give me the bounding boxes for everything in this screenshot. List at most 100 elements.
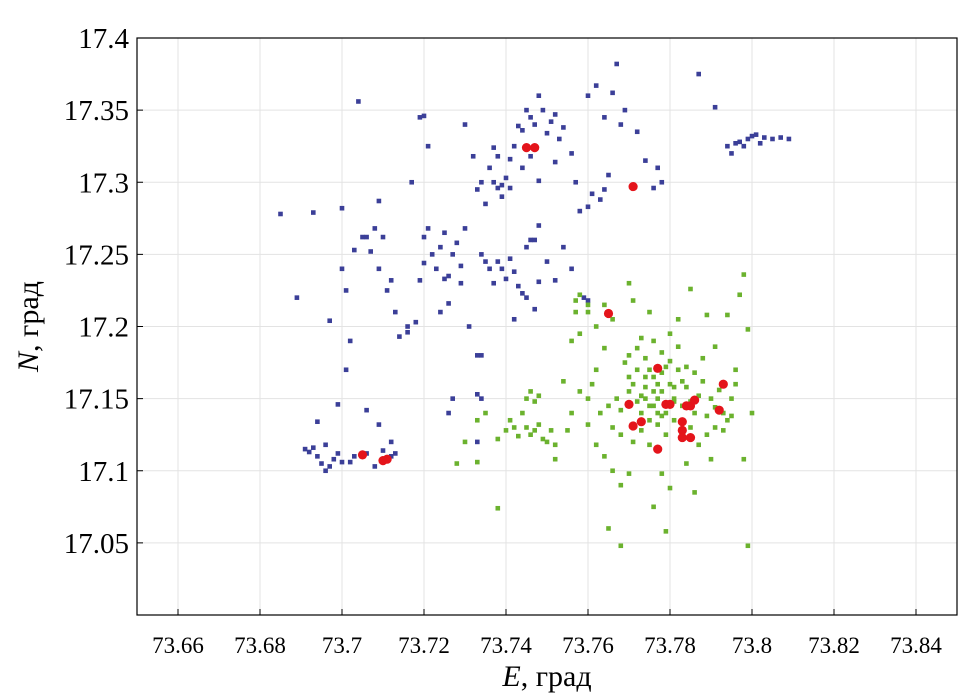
data-point: [364, 407, 369, 413]
data-point: [479, 353, 484, 358]
data-point: [585, 93, 591, 98]
data-point: [524, 295, 529, 300]
data-point: [499, 182, 505, 188]
data-point: [347, 338, 353, 344]
x-axis-label: E, град: [501, 660, 591, 693]
data-point: [503, 276, 509, 282]
data-point: [593, 442, 599, 448]
data-point: [507, 417, 513, 423]
data-point: [417, 115, 423, 120]
data-point: [618, 543, 624, 549]
data-point: [516, 433, 521, 439]
data-point: [692, 410, 697, 416]
data-point: [376, 266, 382, 272]
data-point: [614, 61, 619, 67]
x-tick-label: 73.84: [890, 633, 942, 658]
data-point: [628, 181, 638, 192]
data-point: [536, 393, 542, 399]
data-point: [677, 425, 687, 435]
data-point: [630, 439, 636, 445]
data-point: [741, 456, 747, 462]
data-point: [630, 381, 636, 387]
data-point: [483, 259, 488, 264]
data-point: [721, 428, 726, 433]
data-point: [573, 309, 578, 315]
data-point: [593, 324, 599, 329]
data-point: [647, 367, 652, 373]
data-point: [557, 136, 562, 142]
data-point: [520, 410, 525, 416]
data-point: [319, 461, 324, 466]
data-point: [634, 345, 640, 351]
data-point: [438, 244, 443, 250]
data-point: [634, 367, 640, 373]
data-point: [417, 278, 423, 283]
data-point: [749, 410, 755, 416]
data-point: [712, 344, 718, 349]
data-point: [643, 384, 648, 390]
data-point: [475, 439, 480, 445]
data-point: [696, 71, 701, 77]
data-point: [636, 417, 646, 427]
data-point: [429, 252, 435, 257]
data-point: [323, 468, 328, 474]
data-point: [425, 226, 431, 231]
x-axis-label-var: E: [501, 660, 520, 693]
data-point: [528, 153, 533, 159]
data-point: [622, 107, 628, 113]
data-point: [466, 324, 472, 329]
y-tick-label: 17.4: [78, 23, 129, 55]
data-point: [643, 396, 648, 401]
data-point: [376, 198, 382, 204]
data-point: [532, 122, 537, 127]
data-point: [737, 292, 742, 298]
data-point: [675, 344, 681, 349]
data-point: [536, 178, 542, 184]
data-point: [659, 471, 665, 476]
data-point: [339, 205, 345, 211]
data-point: [725, 143, 730, 149]
data-point: [700, 379, 706, 384]
data-point: [495, 505, 501, 511]
data-point: [528, 115, 533, 120]
data-point: [335, 451, 341, 456]
data-point: [757, 141, 763, 146]
data-point: [561, 125, 566, 130]
data-point: [384, 288, 390, 293]
data-point: [639, 393, 644, 399]
data-point: [634, 399, 640, 404]
data-point: [684, 364, 689, 370]
data-point: [655, 422, 660, 427]
data-point: [311, 210, 316, 215]
data-point: [659, 389, 665, 394]
data-point: [306, 449, 312, 455]
data-point: [450, 252, 455, 257]
data-point: [704, 413, 710, 419]
data-point: [294, 295, 300, 300]
data-point: [528, 389, 533, 394]
data-point: [696, 442, 701, 448]
data-point: [659, 350, 665, 355]
data-point: [733, 381, 738, 387]
data-point: [688, 286, 693, 292]
x-tick-label: 73.7: [322, 633, 362, 658]
data-point: [639, 410, 644, 416]
series-1: [454, 272, 755, 549]
data-point: [647, 417, 652, 423]
data-point: [626, 374, 632, 380]
data-point: [677, 432, 687, 443]
data-point: [552, 278, 558, 283]
data-point: [626, 389, 632, 394]
data-point: [302, 446, 308, 452]
data-point: [624, 399, 634, 409]
data-point: [495, 259, 501, 264]
data-point: [659, 370, 665, 375]
data-point: [507, 185, 513, 191]
data-point: [647, 403, 652, 409]
data-point: [684, 461, 689, 466]
data-point: [499, 194, 505, 199]
data-point: [778, 135, 783, 140]
data-point: [651, 338, 656, 344]
series-2: [357, 143, 728, 466]
data-point: [536, 223, 542, 228]
